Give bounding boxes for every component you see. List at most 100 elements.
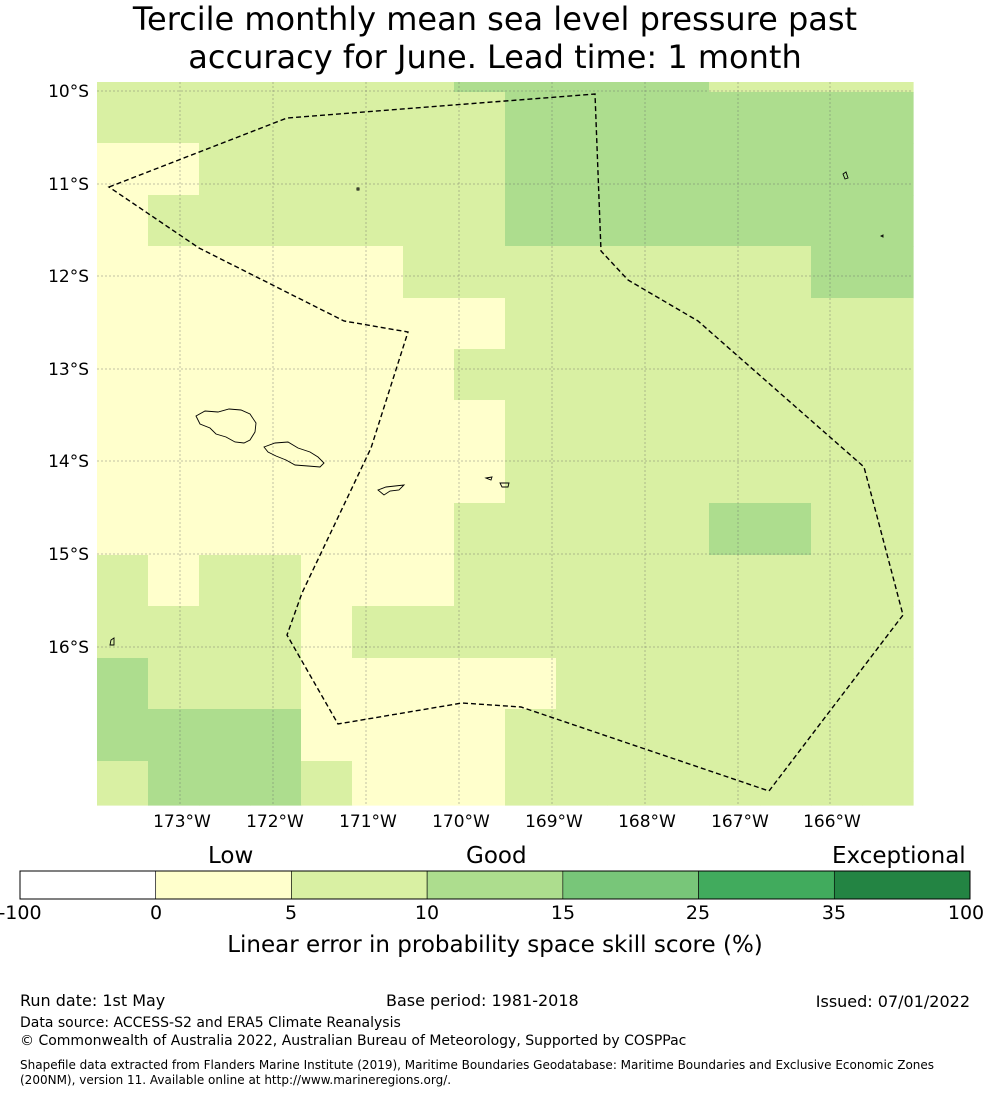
grid-cell [199, 658, 251, 710]
colorbar-swatch [833, 870, 971, 900]
grid-cell [301, 349, 353, 401]
grid-cell [97, 658, 149, 710]
colorbar-swatch [698, 870, 835, 900]
grid-cell [556, 349, 608, 401]
grid-cell [199, 761, 251, 806]
grid-cell [760, 400, 812, 453]
grid-cell [862, 246, 914, 299]
grid-cell [709, 143, 761, 196]
grid-cell [352, 349, 404, 401]
grid-cell [658, 400, 710, 453]
grid-cell [862, 658, 914, 710]
grid-cell [97, 606, 149, 659]
grid-cell [709, 195, 761, 247]
colorbar-category-good: Good [466, 843, 527, 869]
grid-cell [199, 82, 251, 93]
grid-cell [658, 349, 710, 401]
grid-cell [454, 658, 506, 710]
grid-cell [454, 82, 506, 93]
grid-cell [607, 452, 659, 504]
longitude-label: 171°W [339, 812, 397, 832]
grid-cell [862, 503, 914, 556]
grid-cell [811, 246, 863, 299]
graticule [97, 82, 913, 805]
grid-cell [658, 92, 710, 144]
grid-cell [556, 82, 608, 93]
grid-cell [250, 143, 302, 196]
island-fakaofo [109, 637, 115, 646]
grid-cell [199, 349, 251, 401]
grid-cell [556, 400, 608, 453]
grid-cell [148, 761, 200, 806]
colorbar-tick: 100 [947, 902, 985, 924]
grid-cell [97, 452, 149, 504]
colorbar-label: Linear error in probability space skill … [227, 932, 763, 958]
grid-cell [658, 246, 710, 299]
grid-cell [403, 195, 455, 247]
grid-cell [250, 195, 302, 247]
grid-cell [556, 298, 608, 350]
grid-cell [97, 761, 149, 806]
grid-cell [403, 143, 455, 196]
grid-cell [301, 452, 353, 504]
grid-cell [811, 298, 863, 350]
grid-cell [352, 503, 404, 556]
grid-cell [301, 503, 353, 556]
grid-cell [505, 143, 557, 196]
grid-cell [352, 606, 404, 659]
grid-cell [760, 82, 812, 93]
base-period: Base period: 1981-2018 [386, 991, 579, 1010]
grid-cell [709, 400, 761, 453]
longitude-label: 170°W [432, 812, 490, 832]
grid-cell [709, 82, 761, 93]
grid-cell [607, 298, 659, 350]
grid-cell [505, 555, 557, 607]
grid-cell [454, 195, 506, 247]
grid-cell [658, 82, 710, 93]
longitude-label: 169°W [525, 812, 583, 832]
grid-cell [556, 761, 608, 806]
grid-cell [403, 246, 455, 299]
grid-cell [760, 195, 812, 247]
grid-cell [301, 709, 353, 762]
grid-cell [250, 606, 302, 659]
grid-cell [403, 761, 455, 806]
longitude-label: 167°W [711, 812, 769, 832]
grid-cell [556, 246, 608, 299]
grid-cell [811, 195, 863, 247]
grid-cell [811, 555, 863, 607]
grid-cell [505, 452, 557, 504]
grid-cell [97, 298, 149, 350]
colorbar-swatch [155, 870, 292, 900]
grid-cell [811, 349, 863, 401]
longitude-labels: 173°W 172°W 171°W 170°W 169°W 168°W 167°W 166°W [153, 812, 861, 832]
grid-cell [760, 555, 812, 607]
grid-cell [403, 503, 455, 556]
grid-cell [148, 606, 200, 659]
colorbar-swatch [19, 870, 157, 900]
colorbar-category-low: Low [208, 843, 254, 869]
grid-cell [658, 658, 710, 710]
grid-cell [607, 82, 659, 93]
colorbar-swatch [426, 870, 564, 900]
grid-cell [250, 658, 302, 710]
grid-cell [505, 195, 557, 247]
grid-cell [709, 709, 761, 762]
grid-cell [658, 298, 710, 350]
map-title-line1: Tercile monthly mean sea level pressure … [132, 0, 858, 38]
island-upolu [263, 441, 325, 468]
grid-cell [862, 195, 914, 247]
grid-cell [148, 298, 200, 350]
grid-cell [505, 761, 557, 806]
grid-cell [505, 503, 557, 556]
longitude-label: 173°W [153, 812, 211, 832]
grid-cell [301, 82, 353, 93]
grid-cell [658, 143, 710, 196]
grid-cell [403, 452, 455, 504]
grid-cell [97, 143, 149, 196]
grid-cell [862, 143, 914, 196]
grid-cell [505, 82, 557, 93]
eez-boundary [107, 93, 904, 792]
grid-cell [862, 452, 914, 504]
colorbar-swatches [19, 870, 971, 900]
